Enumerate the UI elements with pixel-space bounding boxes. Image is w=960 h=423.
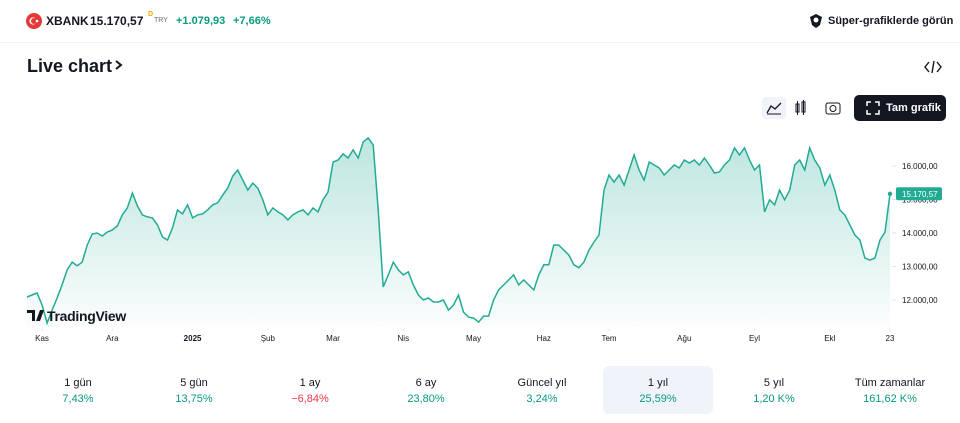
last-price-label: 15.170,57 bbox=[902, 190, 938, 199]
periods: 1 gün 7,43% 5 gün 13,75% 1 ay −6,84% 6 ay 23,80… bbox=[23, 366, 951, 414]
price: 15.170,57 bbox=[90, 14, 144, 28]
period-label: Güncel yıl bbox=[517, 377, 567, 389]
change-percent: +7,66% bbox=[233, 15, 271, 27]
period[interactable]: 1 ay −6,84% bbox=[255, 366, 365, 414]
period-label: 1 yıl bbox=[647, 377, 669, 389]
chart: 12.000,0013.000,0014.000,0015.000,0016.0… bbox=[26, 136, 942, 343]
chevron bbox=[115, 60, 123, 70]
last-point bbox=[887, 191, 893, 196]
y-tick-label: 12.000,00 bbox=[902, 296, 938, 305]
top-bar bbox=[0, 0, 960, 43]
x-tick-label: Şub bbox=[261, 334, 276, 343]
logo-icon bbox=[27, 310, 44, 321]
area bbox=[27, 137, 890, 327]
period[interactable]: 1 gün 7,43% bbox=[23, 366, 133, 414]
period-change: 161,62 K% bbox=[863, 393, 917, 405]
symbol[interactable]: XBANK bbox=[46, 14, 89, 28]
currency: TRY bbox=[154, 17, 168, 24]
logo: TradingView bbox=[47, 308, 126, 324]
x-tick-label: Ekl bbox=[824, 334, 835, 343]
period-change: 25,59% bbox=[639, 393, 677, 405]
period-label: 5 gün bbox=[180, 377, 208, 389]
period[interactable]: 5 yıl 1,20 K% bbox=[719, 366, 829, 414]
period-label: 5 yıl bbox=[763, 377, 785, 389]
delay-flag: D bbox=[148, 11, 154, 18]
y-tick-label: 16.000,00 bbox=[902, 162, 938, 171]
period-change: 13,75% bbox=[175, 393, 213, 405]
period-change: 7,43% bbox=[62, 393, 94, 405]
period-label: Tüm zamanlar bbox=[854, 377, 926, 389]
period-change: 1,20 K% bbox=[753, 393, 795, 405]
fullscreen-icon bbox=[866, 101, 880, 115]
snapshot[interactable] bbox=[825, 102, 841, 115]
x-tick-label: Nis bbox=[398, 334, 410, 343]
last-price-tag bbox=[896, 187, 942, 201]
period[interactable]: 1 yıl 25,59% bbox=[603, 366, 713, 414]
x-tick-label: Ara bbox=[106, 334, 119, 343]
toolbar bbox=[762, 97, 841, 119]
y-tick-label: 14.000,00 bbox=[902, 229, 938, 238]
price-line bbox=[26, 136, 891, 326]
period[interactable]: 5 gün 13,75% bbox=[139, 366, 249, 414]
x-tick-label: Tem bbox=[601, 334, 616, 343]
flag-icon bbox=[26, 13, 42, 29]
period-label: 6 ay bbox=[415, 377, 437, 389]
period-change: −6,84% bbox=[291, 393, 329, 405]
period-label: 1 ay bbox=[299, 377, 321, 389]
candle-toggle[interactable] bbox=[795, 100, 806, 115]
embed-icon[interactable] bbox=[924, 60, 942, 74]
x-tick-label: 2025 bbox=[184, 334, 202, 343]
x-tick-label: Haz bbox=[537, 334, 551, 343]
super-charts-link[interactable]: Süper-grafiklerde görün bbox=[828, 15, 954, 27]
x-tick-label: Eyl bbox=[749, 334, 760, 343]
title-text: Live chart bbox=[27, 56, 113, 76]
super-icon bbox=[810, 14, 822, 28]
x-tick-label: 23 bbox=[886, 334, 895, 343]
x-tick-label: Kas bbox=[35, 334, 49, 343]
change: +1.079,93 bbox=[176, 15, 226, 27]
period[interactable]: Tüm zamanlar 161,62 K% bbox=[835, 366, 945, 414]
x-tick-label: Mar bbox=[326, 334, 340, 343]
title[interactable]: Live chart bbox=[27, 56, 124, 77]
period-change: 23,80% bbox=[407, 393, 445, 405]
period[interactable]: Güncel yıl 3,24% bbox=[487, 366, 597, 414]
y-tick-label: 13.000,00 bbox=[902, 263, 938, 272]
period-label: 1 gün bbox=[64, 377, 92, 389]
period-change: 3,24% bbox=[526, 393, 558, 405]
full-chart-button[interactable]: Tam grafik bbox=[854, 95, 946, 121]
x-tick-label: Ağu bbox=[677, 334, 691, 343]
button-text: Tam grafik bbox=[886, 102, 941, 114]
period[interactable]: 6 ay 23,80% bbox=[371, 366, 481, 414]
x-tick-label: May bbox=[466, 334, 481, 343]
